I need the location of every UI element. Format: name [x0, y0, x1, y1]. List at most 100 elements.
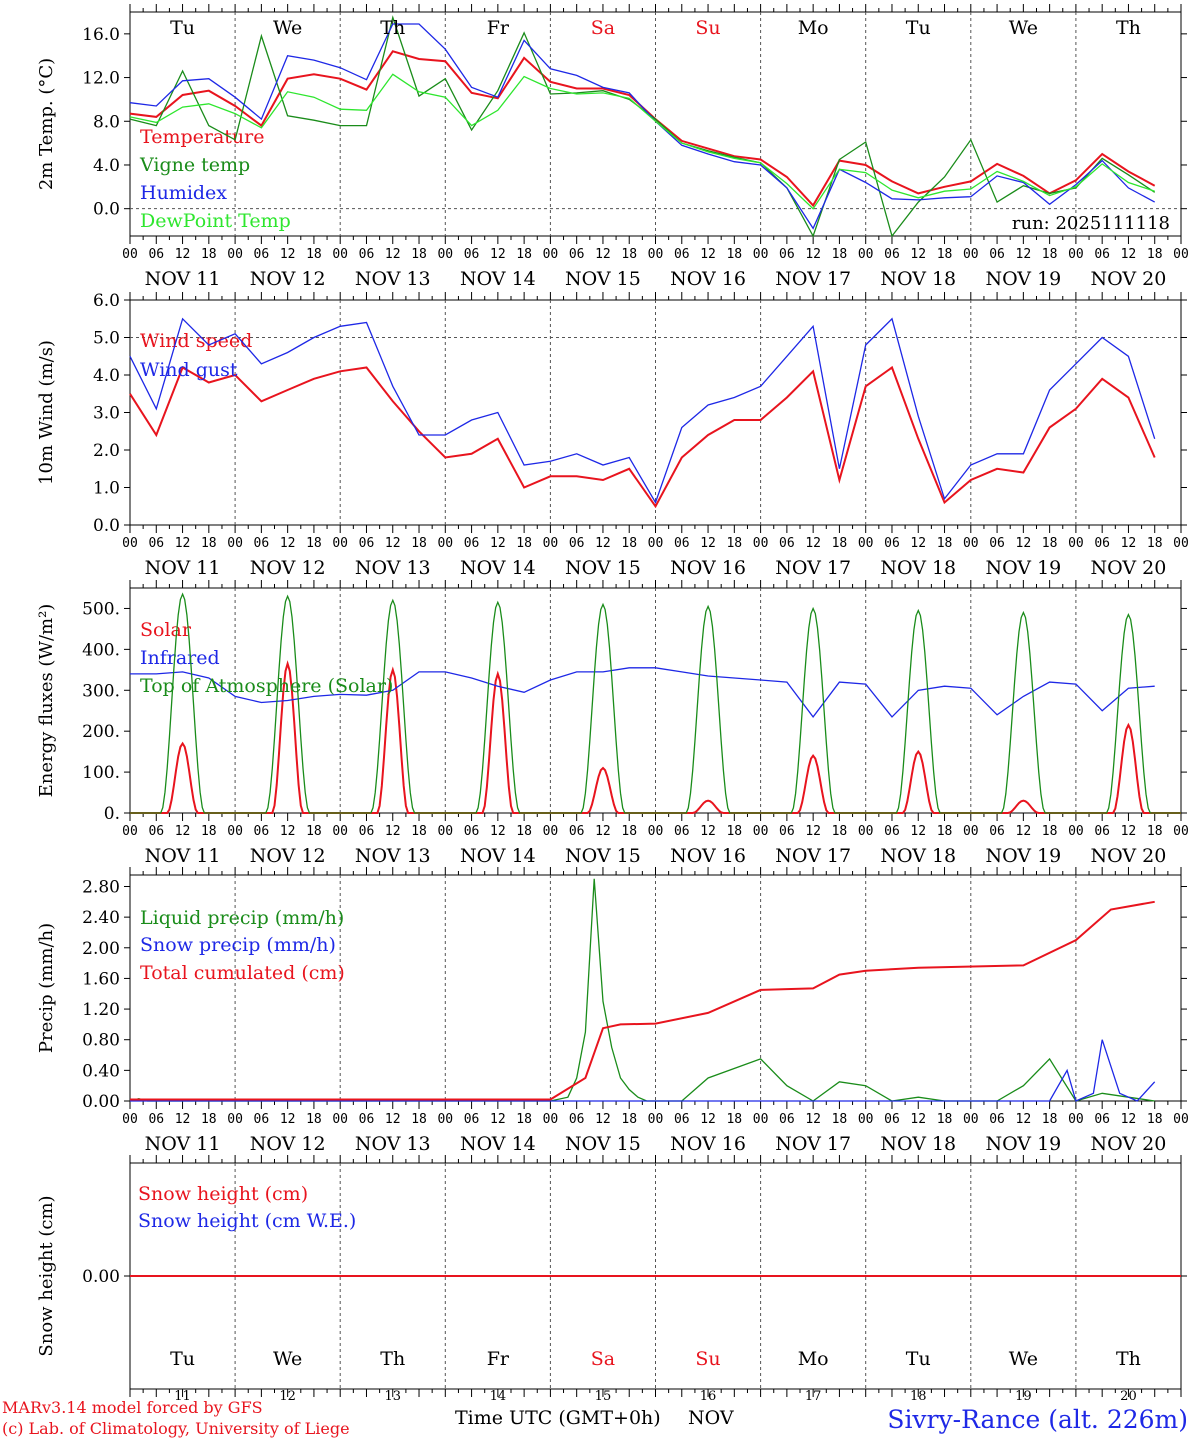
x-hour-label: 06	[1094, 247, 1110, 262]
legend-entry: Infrared	[140, 647, 220, 669]
x-date-label: NOV 12	[250, 268, 326, 290]
x-date-label: NOV 18	[880, 1133, 956, 1155]
x-hour-label: 12	[910, 824, 926, 839]
x-date-label: NOV 13	[355, 557, 431, 579]
y-axis-label: 2m Temp. (°C)	[36, 58, 57, 190]
x-hour-label: 12	[490, 824, 506, 839]
x-hour-label: 06	[254, 247, 270, 262]
x-hour-label: 06	[1094, 536, 1110, 551]
x-hour-label: 00	[1173, 824, 1189, 839]
day-number-label: 11	[174, 1389, 191, 1404]
x-hour-label: 12	[175, 824, 191, 839]
legend-entry: Temperature	[140, 126, 264, 148]
legend-entry: DewPoint Temp	[140, 210, 291, 232]
x-hour-label: 12	[385, 247, 401, 262]
x-hour-label: 18	[621, 824, 637, 839]
x-hour-label: 00	[858, 247, 874, 262]
x-hour-label: 18	[306, 247, 322, 262]
y-tick-label: 2.00	[82, 939, 120, 959]
x-hour-label: 12	[805, 247, 821, 262]
y-tick-label: 400.	[82, 640, 120, 660]
x-hour-label: 06	[569, 1112, 585, 1127]
x-hour-label: 06	[254, 536, 270, 551]
x-hour-label: 18	[726, 824, 742, 839]
y-tick-label: 1.0	[93, 479, 120, 499]
x-date-label: NOV 11	[145, 268, 221, 290]
x-hour-label: 18	[1147, 824, 1163, 839]
credits-line-1: MARv3.14 model forced by GFS	[2, 1398, 263, 1417]
x-hour-label: 06	[254, 1112, 270, 1127]
x-hour-label: 12	[1121, 536, 1137, 551]
x-hour-label: 06	[148, 824, 164, 839]
day-number-label: 19	[1015, 1389, 1032, 1404]
x-hour-label: 06	[779, 247, 795, 262]
x-date-label: NOV 15	[565, 1133, 641, 1155]
x-hour-label: 18	[1147, 1112, 1163, 1127]
x-date-label: NOV 19	[985, 268, 1061, 290]
x-hour-label: 12	[595, 824, 611, 839]
x-date-label: NOV 13	[355, 1133, 431, 1155]
y-tick-label: 5.0	[93, 329, 120, 349]
x-hour-label: 06	[569, 247, 585, 262]
x-hour-label: 18	[832, 247, 848, 262]
x-hour-label: 00	[648, 247, 664, 262]
x-hour-label: 12	[1016, 1112, 1032, 1127]
x-hour-label: 06	[359, 247, 375, 262]
x-date-label: NOV 16	[670, 557, 746, 579]
x-hour-label: 06	[674, 247, 690, 262]
x-hour-label: 18	[411, 536, 427, 551]
x-hour-label: 18	[1042, 536, 1058, 551]
x-date-label: NOV 14	[460, 1133, 536, 1155]
x-hour-label: 18	[306, 824, 322, 839]
x-date-label: NOV 13	[355, 845, 431, 867]
x-hour-label: 18	[516, 1112, 532, 1127]
x-hour-label: 06	[674, 824, 690, 839]
x-hour-label: 00	[753, 1112, 769, 1127]
x-hour-label: 00	[648, 1112, 664, 1127]
x-date-label: NOV 19	[985, 1133, 1061, 1155]
x-hour-label: 00	[543, 536, 559, 551]
x-hour-label: 12	[595, 1112, 611, 1127]
x-date-label: NOV 17	[775, 1133, 851, 1155]
x-hour-label: 12	[175, 247, 191, 262]
x-hour-label: 06	[569, 536, 585, 551]
x-hour-label: 18	[1042, 824, 1058, 839]
x-hour-label: 12	[1016, 247, 1032, 262]
x-hour-label: 18	[937, 247, 953, 262]
day-number-label: 14	[490, 1389, 507, 1404]
x-hour-label: 12	[175, 1112, 191, 1127]
x-hour-label: 06	[254, 824, 270, 839]
x-hour-label: 00	[963, 247, 979, 262]
legend-entry: Snow height (cm)	[138, 1183, 308, 1205]
x-date-label: NOV 15	[565, 268, 641, 290]
x-date-label: NOV 20	[1091, 557, 1167, 579]
panel-5: 0.00 Snow height (cm) Snow height (cm) Snow…	[36, 1155, 1187, 1404]
x-hour-label: 00	[753, 247, 769, 262]
x-hour-label: 06	[884, 536, 900, 551]
x-hour-label: 00	[227, 1112, 243, 1127]
x-hour-label: 00	[648, 824, 664, 839]
x-hour-label: 00	[753, 536, 769, 551]
x-date-label: NOV 19	[985, 557, 1061, 579]
x-hour-label: 18	[201, 247, 217, 262]
y-tick-label: 300.	[82, 681, 120, 701]
y-tick-label: 16.0	[82, 25, 120, 45]
x-hour-label: 06	[359, 824, 375, 839]
x-date-label: NOV 20	[1091, 845, 1167, 867]
y-tick-label: 100.	[82, 763, 120, 783]
x-date-label: NOV 18	[880, 845, 956, 867]
x-hour-label: 18	[1042, 1112, 1058, 1127]
y-tick-label: 6.0	[93, 291, 120, 311]
y-tick-label: 0.	[104, 804, 120, 824]
x-hour-label: 12	[1016, 536, 1032, 551]
x-hour-label: 00	[227, 824, 243, 839]
y-tick-label: 2.80	[82, 877, 120, 897]
x-hour-label: 18	[516, 247, 532, 262]
day-number-label: 13	[384, 1389, 401, 1404]
x-hour-label: 18	[726, 1112, 742, 1127]
x-hour-label: 06	[464, 536, 480, 551]
x-hour-label: 18	[306, 1112, 322, 1127]
x-hour-label: 06	[359, 536, 375, 551]
x-date-label: NOV 14	[460, 268, 536, 290]
x-hour-label: 12	[805, 1112, 821, 1127]
